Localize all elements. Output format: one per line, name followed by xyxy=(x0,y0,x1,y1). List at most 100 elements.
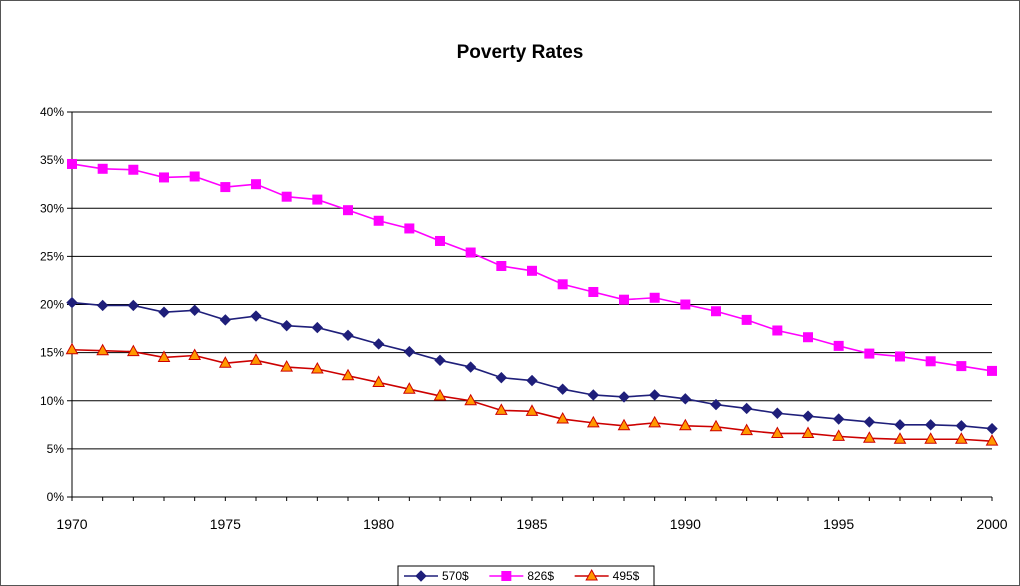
data-point xyxy=(96,299,109,312)
legend-label: 826$ xyxy=(527,569,554,583)
data-point xyxy=(280,360,294,372)
data-point xyxy=(373,215,384,226)
data-point xyxy=(588,286,599,297)
data-point xyxy=(956,361,967,372)
data-point xyxy=(402,382,416,394)
data-point xyxy=(649,292,660,303)
series-2 xyxy=(65,342,999,446)
legend: 570$ 826$ 495$ xyxy=(397,565,655,586)
data-point xyxy=(680,299,691,310)
y-tick-label: 10% xyxy=(40,394,64,408)
data-point xyxy=(741,314,752,325)
y-tick-label: 30% xyxy=(40,201,64,215)
data-point xyxy=(372,375,386,387)
data-point xyxy=(771,407,784,419)
data-point xyxy=(925,356,936,367)
data-point xyxy=(96,343,110,356)
legend-marker xyxy=(585,568,599,581)
legend-label: 570$ xyxy=(442,569,469,583)
data-point xyxy=(803,332,813,343)
data-point xyxy=(833,340,844,351)
data-point xyxy=(587,389,600,401)
data-point xyxy=(525,404,539,416)
data-point xyxy=(986,422,998,435)
data-point xyxy=(863,416,876,428)
data-point xyxy=(527,265,537,276)
data-point xyxy=(128,164,139,175)
legend-label: 495$ xyxy=(613,569,640,583)
data-point xyxy=(464,361,477,373)
y-tick-label: 35% xyxy=(40,153,64,167)
data-point xyxy=(312,194,323,205)
data-point xyxy=(251,179,261,190)
data-point xyxy=(864,348,875,359)
data-point xyxy=(709,419,723,432)
data-point xyxy=(832,413,845,425)
y-tick-label: 5% xyxy=(47,442,65,456)
data-point xyxy=(127,299,140,312)
data-point xyxy=(404,223,415,234)
x-axis-ticks: 1970 1975 1980 1985 1990 1995 2000 xyxy=(56,497,1008,532)
data-point xyxy=(66,296,78,309)
data-point xyxy=(310,361,324,374)
data-point xyxy=(679,393,692,405)
data-point xyxy=(586,415,600,428)
legend-marker xyxy=(501,571,512,581)
series-1 xyxy=(67,158,997,376)
data-point xyxy=(67,158,77,169)
data-point xyxy=(802,410,814,422)
data-point xyxy=(557,279,568,290)
data-point xyxy=(894,419,906,431)
data-point xyxy=(341,368,355,381)
grid-lines xyxy=(72,111,992,450)
data-point xyxy=(435,235,445,246)
data-point xyxy=(526,374,538,387)
x-tick-label: 1980 xyxy=(363,516,394,532)
data-point xyxy=(220,182,231,193)
data-point xyxy=(985,434,999,446)
data-point xyxy=(556,411,570,424)
data-point xyxy=(403,345,416,358)
series-0 xyxy=(66,296,998,435)
data-point xyxy=(619,294,629,305)
data-point xyxy=(895,351,905,362)
y-tick-label: 25% xyxy=(40,249,64,263)
data-point xyxy=(157,350,171,362)
data-point xyxy=(832,429,846,441)
data-point xyxy=(433,388,447,401)
data-point xyxy=(218,356,232,368)
data-point xyxy=(740,402,753,415)
data-point xyxy=(740,423,754,436)
data-point xyxy=(342,329,354,342)
data-point xyxy=(126,344,140,357)
data-point xyxy=(678,418,692,431)
data-point xyxy=(770,426,784,438)
y-tick-label: 15% xyxy=(40,346,64,360)
data-point xyxy=(189,171,200,182)
data-point xyxy=(772,325,783,336)
data-point xyxy=(556,383,569,395)
data-point xyxy=(955,420,968,432)
data-point xyxy=(159,172,169,183)
data-point xyxy=(617,418,631,431)
y-tick-label: 40% xyxy=(40,105,64,119)
data-point xyxy=(954,432,968,444)
legend-box xyxy=(397,565,655,586)
y-tick-label: 0% xyxy=(47,490,65,504)
data-point xyxy=(801,426,815,438)
data-point xyxy=(648,389,661,401)
y-tick-label: 20% xyxy=(40,298,64,312)
data-point xyxy=(494,403,508,415)
series-group xyxy=(65,158,999,446)
data-point xyxy=(249,353,263,365)
data-point xyxy=(710,398,722,411)
data-point xyxy=(465,247,476,258)
data-point xyxy=(372,338,385,350)
data-point xyxy=(188,348,202,361)
data-point xyxy=(434,354,446,367)
data-point xyxy=(711,306,721,317)
data-point xyxy=(219,314,232,326)
x-tick-label: 1975 xyxy=(210,516,241,532)
